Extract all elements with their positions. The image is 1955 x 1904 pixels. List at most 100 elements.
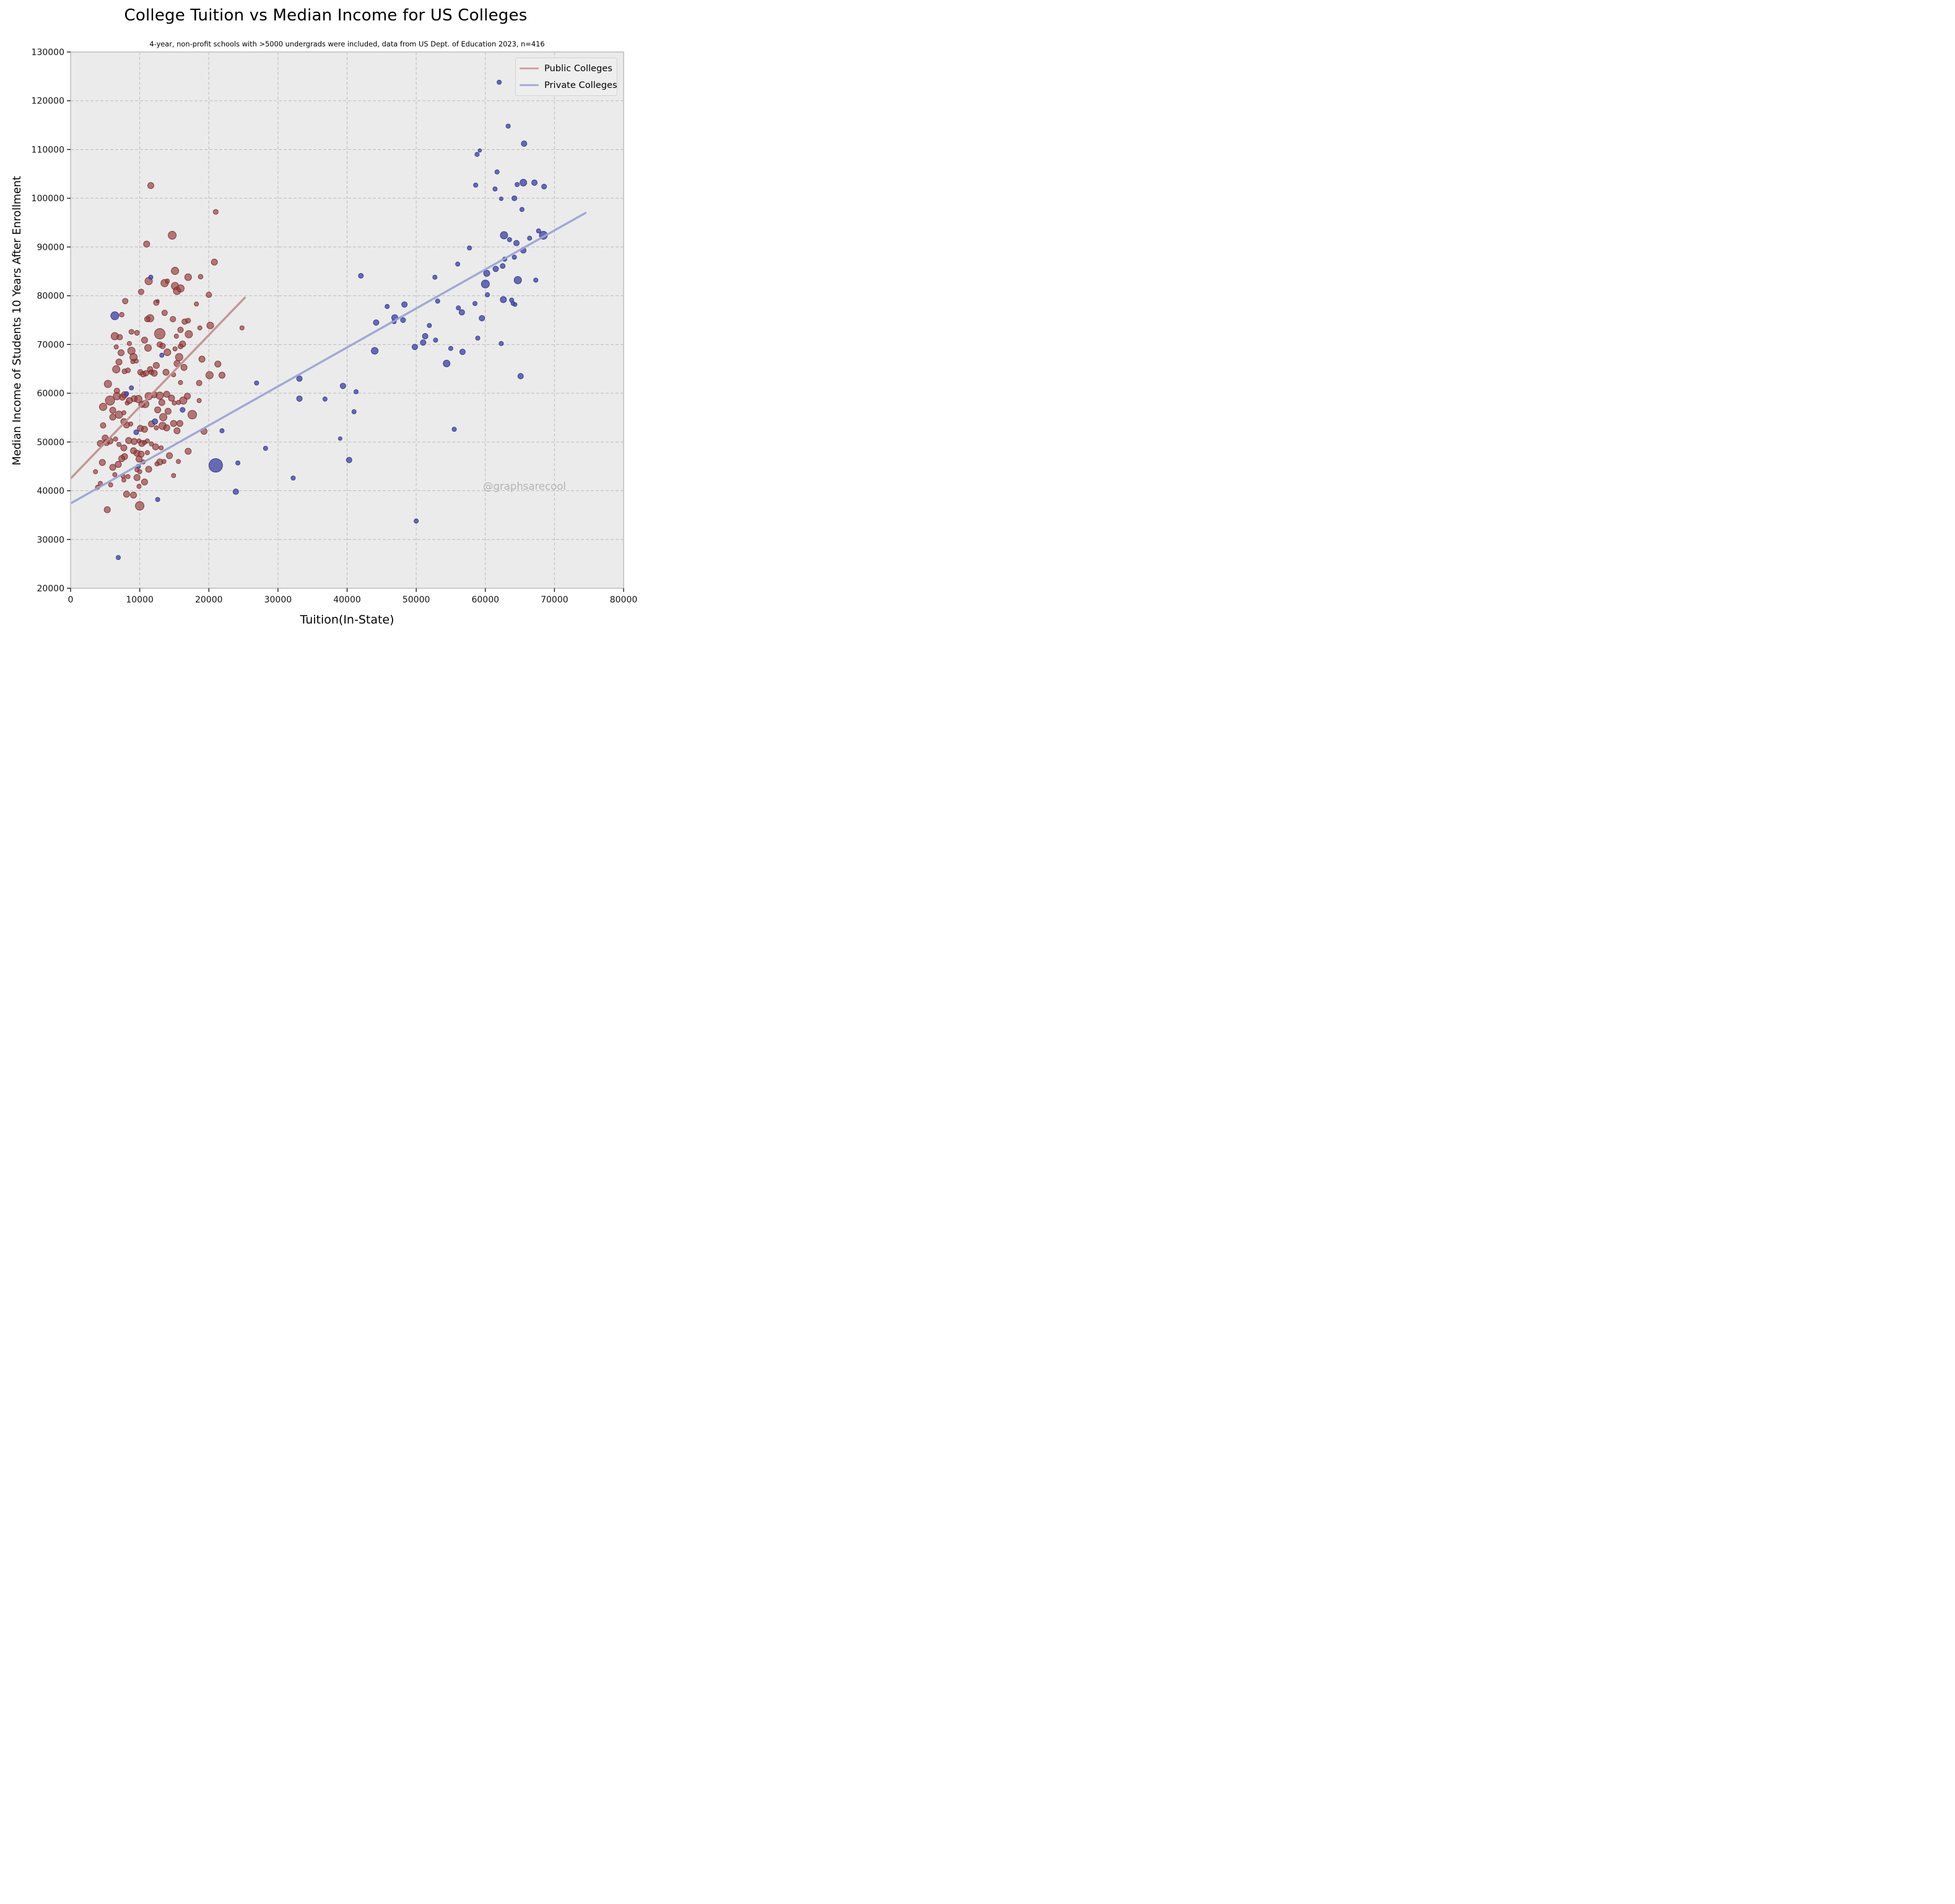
scatter-point-public [173, 427, 181, 435]
scatter-point-public [177, 326, 184, 333]
scatter-point-private [422, 333, 429, 339]
scatter-point-public [184, 393, 191, 400]
scatter-point-private [536, 228, 541, 233]
public-line-swatch [520, 67, 539, 70]
scatter-point-public [141, 425, 148, 433]
scatter-point-private [290, 476, 296, 481]
scatter-point-private [339, 383, 346, 389]
scatter-point-public [109, 407, 116, 414]
scatter-point-public [155, 299, 160, 303]
scatter-point-public [130, 492, 137, 499]
scatter-point-public [185, 318, 191, 324]
scatter-point-public [164, 407, 172, 415]
scatter-point-public [152, 443, 159, 451]
scatter-point-private [346, 456, 352, 463]
scatter-plot: @graphsarecool 0 10000 20000 30000 40000 50000… [32, 48, 638, 605]
scatter-point-public [125, 474, 131, 479]
scatter-point-public [134, 395, 142, 403]
scatter-point-public [211, 258, 218, 266]
scatter-point-private [507, 237, 512, 243]
scatter-point-private [494, 169, 500, 175]
scatter-point-public [112, 472, 118, 477]
scatter-point-public [155, 391, 164, 400]
y-tick-label: 70000 [37, 340, 64, 350]
scatter-point-public [134, 330, 140, 336]
scatter-point-private [351, 409, 357, 414]
legend-label-public: Public Colleges [544, 63, 612, 74]
scatter-point-public [206, 321, 214, 329]
scatter-point-public [206, 292, 212, 298]
scatter-point-private [520, 179, 528, 186]
scatter-point-public [184, 273, 192, 281]
scatter-point-public [154, 461, 160, 467]
x-tick-label: 70000 [541, 595, 568, 605]
scatter-point-private [474, 152, 480, 157]
x-tick-label: 20000 [195, 595, 223, 605]
scatter-point-private [414, 518, 419, 524]
y-tick-label: 90000 [37, 243, 64, 253]
scatter-point-public [128, 421, 134, 427]
scatter-point-public [137, 469, 142, 474]
scatter-point-private [420, 339, 427, 346]
scatter-point-public [163, 391, 170, 398]
scatter-point-public [118, 455, 126, 463]
scatter-point-private [296, 395, 303, 402]
scatter-point-public [98, 459, 106, 466]
scatter-point-public [116, 334, 123, 341]
scatter-point-public [120, 444, 128, 451]
scatter-point-public [115, 359, 123, 366]
scatter-point-private [296, 375, 303, 382]
scatter-point-private [322, 396, 328, 402]
scatter-point-private [459, 349, 466, 355]
scatter-point-private [467, 245, 472, 251]
scatter-point-private [373, 319, 380, 326]
scatter-point-public [159, 445, 164, 451]
scatter-point-public [136, 455, 142, 463]
scatter-point-private [159, 352, 165, 358]
legend-label-private: Private Colleges [544, 80, 617, 91]
y-tick-label: 130000 [32, 48, 64, 58]
scatter-point-private [475, 336, 481, 341]
scatter-point-public [147, 182, 154, 189]
scatter-point-public [171, 473, 176, 479]
scatter-point-private [513, 276, 522, 284]
y-tick-label: 40000 [37, 487, 64, 497]
y-tick-label: 110000 [32, 145, 64, 155]
scatter-point-public [103, 380, 112, 388]
legend-item-public: Public Colleges [520, 60, 613, 76]
scatter-point-public [159, 342, 166, 349]
scatter-point-public [178, 380, 183, 385]
scatter-point-private [400, 317, 406, 323]
scatter-point-public [109, 414, 116, 421]
scatter-point-private [358, 272, 364, 279]
scatter-point-public [136, 484, 142, 489]
scatter-point-public [141, 478, 148, 485]
figure-canvas: College Tuition vs Median Income for US … [0, 0, 651, 635]
scatter-point-public [154, 406, 162, 414]
legend: Public Colleges Private Colleges [515, 58, 617, 96]
scatter-point-private [477, 148, 482, 153]
scatter-point-private [133, 429, 139, 435]
scatter-point-public [154, 328, 165, 339]
scatter-points [71, 79, 587, 560]
scatter-point-private [337, 436, 342, 441]
scatter-point-private [512, 254, 517, 260]
chart-subtitle: 4-year, non-profit schools with >5000 un… [149, 40, 545, 48]
scatter-point-public [100, 422, 107, 429]
scatter-point-private [541, 183, 547, 189]
x-tick-label: 30000 [264, 595, 292, 605]
scatter-point-public [116, 441, 122, 447]
scatter-point-public [119, 312, 124, 318]
scatter-point-public [154, 425, 159, 430]
scatter-point-public [144, 344, 152, 352]
scatter-point-public [197, 325, 202, 331]
series-public [93, 182, 245, 513]
scatter-point-public [239, 325, 245, 331]
scatter-point-public [171, 267, 180, 275]
scatter-point-private [116, 555, 121, 560]
scatter-point-public [105, 395, 115, 406]
scatter-point-public [198, 355, 206, 363]
scatter-point-public [162, 368, 170, 376]
scatter-point-public [115, 461, 122, 468]
scatter-point-private [155, 497, 160, 502]
